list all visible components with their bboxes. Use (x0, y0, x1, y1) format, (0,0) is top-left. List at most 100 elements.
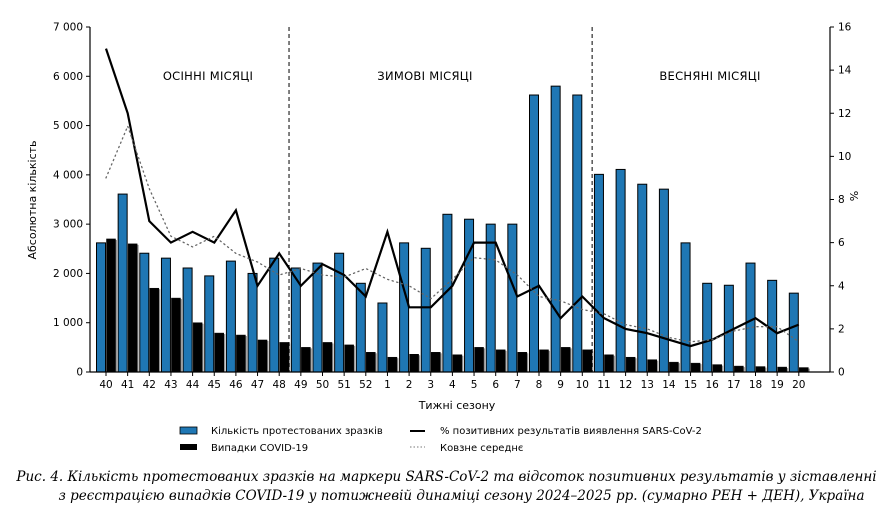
x-tick-label: 1 (384, 379, 391, 391)
x-tick-label: 20 (792, 379, 805, 391)
bar-tested-samples (247, 272, 258, 373)
bar-tested-samples (615, 168, 626, 373)
labels-layer: Абсолютна кількість % Тижні сезону ОСІНН… (26, 69, 861, 412)
legend-swatch-cases (180, 444, 197, 450)
bar-covid-cases (799, 367, 809, 373)
bar-tested-samples (377, 302, 388, 373)
bar-covid-cases (214, 332, 224, 373)
x-tick-label: 6 (492, 379, 499, 391)
bar-tested-samples (420, 247, 431, 373)
y-right-tick-label: 10 (838, 151, 851, 163)
x-tick-label: 19 (770, 379, 783, 391)
bar-covid-cases (669, 361, 679, 373)
bar-tested-samples (507, 223, 518, 373)
bar-covid-cases (452, 354, 463, 373)
bar-covid-cases (474, 347, 484, 373)
bar-tested-samples (355, 282, 366, 373)
x-tick-label: 49 (294, 379, 307, 391)
bar-tested-samples (139, 252, 150, 373)
y-tick-label: 7 000 (53, 22, 83, 34)
period-label: ЗИМОВІ МІСЯЦІ (377, 69, 472, 83)
bar-covid-cases (647, 359, 657, 373)
x-tick-label: 9 (557, 379, 564, 391)
bar-tested-samples (96, 242, 106, 373)
y-right-tick-label: 6 (838, 237, 845, 249)
legend-label-moving-average: Ковзне середнє (440, 443, 523, 454)
line-moving-average (105, 124, 800, 343)
y-right-tick-label: 4 (838, 280, 845, 292)
x-tick-label: 16 (706, 379, 720, 391)
bar-covid-cases (171, 297, 181, 373)
bar-covid-cases (236, 334, 246, 373)
legend-swatch-tested (179, 426, 198, 435)
bar-tested-samples (702, 282, 713, 373)
x-tick-label: 48 (273, 379, 286, 391)
bar-tested-samples (182, 267, 193, 373)
bar-covid-cases (712, 364, 722, 373)
y-axis-title: Абсолютна кількість (26, 140, 39, 259)
x-axis-title: Тижні сезону (418, 399, 496, 412)
bar-covid-cases (777, 366, 787, 373)
y-tick-label: 5 000 (53, 120, 83, 132)
caption-line-1: Рис. 4. Кількість протестованих зразків … (16, 469, 877, 485)
x-tick-label: 10 (576, 379, 589, 391)
legend-label-tested: Кількість протестованих зразків (211, 425, 383, 437)
figure-caption: Рис. 4. Кількість протестованих зразків … (0, 468, 893, 506)
bar-tested-samples (788, 292, 799, 373)
x-tick-label: 45 (208, 379, 221, 391)
bar-covid-cases (625, 356, 636, 373)
x-tick-label: 14 (662, 379, 676, 391)
bar-covid-cases (344, 344, 354, 373)
y-tick-label: 1 000 (53, 317, 83, 329)
legend-label-cases: Випадки COVID-19 (211, 443, 308, 454)
y-tick-label: 3 000 (53, 219, 83, 231)
bar-covid-cases (539, 349, 549, 373)
bar-tested-samples (464, 218, 475, 373)
x-tick-label: 13 (641, 379, 654, 391)
bar-tested-samples (637, 183, 648, 373)
bar-tested-samples (117, 193, 128, 373)
bar-covid-cases (387, 356, 398, 373)
x-tick-label: 50 (316, 379, 329, 391)
x-tick-label: 7 (514, 379, 521, 391)
x-tick-label: 43 (164, 379, 177, 391)
x-tick-label: 42 (143, 379, 156, 391)
bar-covid-cases (322, 342, 333, 373)
bar-tested-samples (269, 257, 280, 373)
bar-tested-samples (485, 223, 496, 373)
y-tick-label: 0 (76, 367, 83, 379)
bar-tested-samples (658, 188, 669, 373)
bar-covid-cases (192, 322, 203, 373)
x-tick-label: 8 (536, 379, 543, 391)
bar-tested-samples (160, 257, 171, 373)
x-tick-label: 18 (749, 379, 762, 391)
x-tick-label: 51 (337, 379, 350, 391)
bar-tested-samples (550, 85, 561, 373)
x-tick-label: 40 (99, 379, 112, 391)
x-tick-label: 3 (427, 379, 434, 391)
bar-covid-cases (604, 354, 614, 373)
x-tick-label: 12 (619, 379, 632, 391)
x-tick-label: 4 (449, 379, 456, 391)
x-tick-label: 46 (229, 379, 243, 391)
x-tick-label: 2 (406, 379, 413, 391)
x-tick-label: 47 (251, 379, 264, 391)
bar-covid-cases (366, 352, 376, 373)
bar-covid-cases (279, 342, 289, 373)
bar-covid-cases (431, 352, 441, 373)
bar-covid-cases (690, 362, 701, 373)
bar-tested-samples (572, 94, 583, 373)
legend: Кількість протестованих зразків Випадки … (179, 425, 702, 454)
bar-covid-cases (495, 349, 506, 373)
period-label: ОСІННІ МІСЯЦІ (163, 69, 253, 83)
x-tick-label: 11 (597, 379, 610, 391)
x-tick-label: 52 (359, 379, 372, 391)
y-right-tick-label: 16 (838, 22, 852, 34)
bar-tested-samples (593, 173, 604, 373)
bar-tested-samples (312, 262, 323, 373)
x-tick-label: 15 (684, 379, 697, 391)
bar-covid-cases (582, 349, 593, 373)
y-right-tick-label: 2 (838, 323, 845, 335)
